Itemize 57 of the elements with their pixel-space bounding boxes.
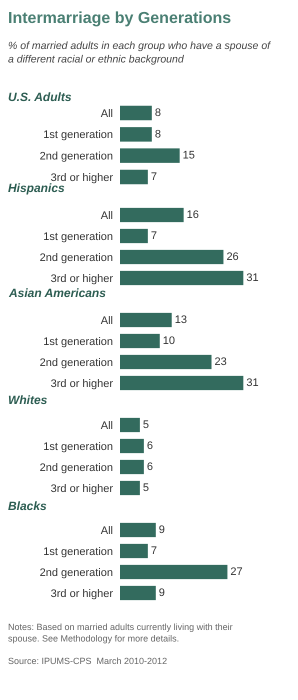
text: Notes: Based on married adults currently living with their spouse. See Methodology for more details. [8,622,233,644]
data-label: 16 [186,209,199,221]
data-label: 5 [142,482,150,494]
text: Intermarriage by Generations [8,10,232,27]
chart-title: Asian Americans [8,286,106,300]
bar [120,228,148,244]
y-tick-label: 3rd or higher [50,272,114,285]
bar [120,376,244,390]
y-tick-label: All [100,420,113,432]
bar [120,312,172,328]
data-label: 9 [158,524,165,536]
data-label: 23 [214,356,227,368]
y-tick-label: 2nd generation [40,252,113,264]
y-tick-label: 3rd or higher [50,588,114,600]
data-label: 5 [142,419,150,431]
chart-title: Hispanics [8,181,66,195]
chart-title: U.S. Adults [8,90,72,104]
text: % of married adults in each group who have a spouse of a different racial or ethnic background [8,40,272,66]
data-label: 9 [158,587,165,599]
bar [120,354,212,370]
data-label: 6 [146,461,153,473]
bar [120,208,184,222]
data-label: 15 [182,150,195,162]
data-label: 7 [150,230,157,242]
data-label: 13 [174,314,187,326]
y-tick-label: All [100,524,113,537]
data-label: 6 [146,440,153,452]
data-label: 31 [246,377,259,389]
y-tick-label: All [100,314,113,327]
chart-title: Whites [8,393,48,407]
data-label: 10 [162,335,176,347]
bar [120,270,244,286]
y-tick-label: 1st generation [43,336,113,348]
data-label: 26 [226,251,239,263]
y-tick-label: 3rd or higher [50,172,114,184]
source-note: Source: IPUMS-CPS March 2010-2012 [8,656,168,666]
y-tick-label: All [100,108,113,120]
y-tick-label: 3rd or higher [50,482,114,495]
data-label: 8 [154,107,161,119]
y-tick-label: 2nd generation [40,462,113,474]
bar [120,250,224,264]
y-tick-label: 2nd generation [40,150,113,163]
data-label: 7 [150,171,157,183]
chart-title: Blacks [8,499,48,513]
y-tick-label: 3rd or higher [50,378,114,390]
data-label: 31 [246,272,259,284]
data-label: 8 [154,128,161,140]
y-tick-label: 1st generation [43,546,113,558]
y-tick-label: 2nd generation [40,566,113,579]
y-tick-label: All [100,210,113,222]
y-tick-label: 2nd generation [40,356,113,369]
y-tick-label: 1st generation [43,129,113,142]
data-label: 7 [150,545,157,557]
y-tick-label: 1st generation [43,440,113,453]
bar [120,334,160,348]
data-label: 27 [230,566,243,578]
y-tick-label: 1st generation [43,230,113,243]
